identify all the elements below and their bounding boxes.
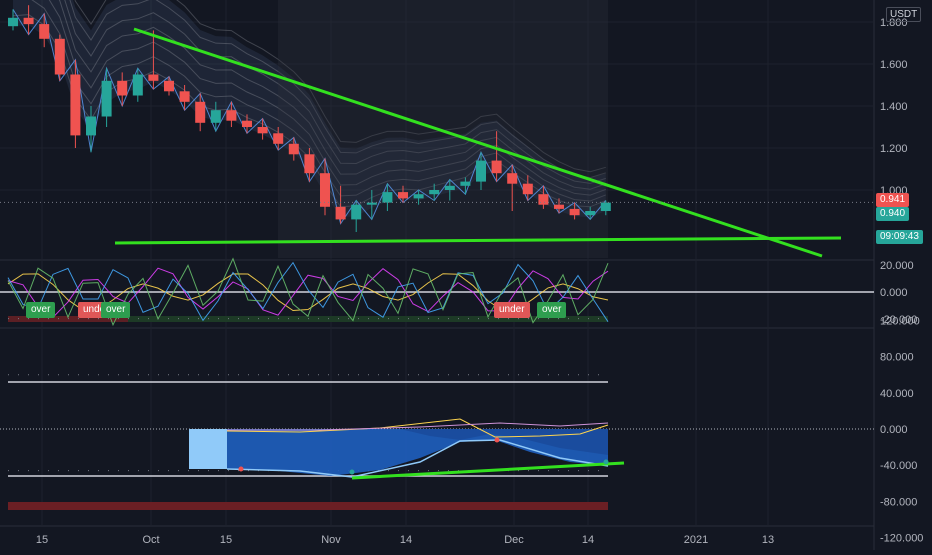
candle: [351, 204, 362, 220]
time-axis[interactable]: 15 Oct 15 Nov 14 Dec 14 2021 13: [36, 534, 774, 546]
band-line: [64, 0, 606, 184]
candle: [23, 17, 34, 25]
signal-badge-under: under: [494, 302, 530, 318]
osc-tick-label: -20.000: [880, 314, 917, 326]
osc-tick-label: 20.000: [880, 260, 914, 272]
candle: [257, 127, 268, 134]
oscillator-pane: [0, 257, 874, 327]
candle: [444, 185, 455, 190]
currency-label: USDT: [886, 7, 922, 22]
candle: [476, 160, 486, 182]
macd-area: [227, 429, 608, 476]
candle: [413, 194, 424, 199]
candle: [226, 110, 237, 121]
trendline-support: [114, 236, 842, 245]
price-tick-label: 1.600: [880, 59, 908, 71]
candle: [273, 133, 284, 144]
candle: [460, 181, 471, 186]
candle: [210, 110, 221, 123]
macd-tick-label: -40.000: [880, 460, 917, 472]
signal-badge-over: over: [101, 302, 131, 318]
candle: [117, 80, 128, 96]
candle: [569, 208, 580, 216]
candle: [554, 204, 564, 209]
macd-tick-label: -80.000: [880, 496, 917, 508]
candle: [600, 202, 611, 211]
trendlines[interactable]: [0, 27, 874, 258]
candle: [54, 38, 65, 75]
candle: [507, 173, 518, 184]
price-bands: [12, 0, 608, 258]
candle: [242, 120, 252, 127]
macd-marker: [603, 459, 609, 465]
trendline-descending: [133, 27, 823, 258]
osc-line: [7, 261, 609, 322]
candle: [538, 194, 549, 205]
candle: [304, 154, 315, 174]
price-badge: 0.941: [876, 193, 910, 208]
band-line: [31, 0, 606, 202]
macd-tick-label: 80.000: [880, 352, 914, 364]
countdown-badge: 09:09:43: [876, 230, 923, 244]
candle: [179, 91, 190, 102]
macd-line: [227, 422, 609, 431]
macd-highlight-box: [189, 429, 227, 469]
candle: [132, 74, 143, 96]
time-tick-label: Oct: [142, 534, 159, 546]
candles: [8, 5, 611, 232]
macd-tick-label: 40.000: [880, 388, 914, 400]
band-line: [58, 0, 606, 190]
macd-trendline: [351, 461, 625, 480]
macd-signal-line: [226, 418, 609, 438]
candle: [8, 17, 18, 27]
macd-tick-label: -120.000: [880, 533, 923, 545]
osc-tick-label: 0.000: [880, 287, 908, 299]
candle: [39, 24, 50, 39]
price-tick-label: 1.200: [880, 143, 908, 155]
time-tick-label: 15: [36, 534, 48, 546]
candle: [491, 160, 502, 174]
candle: [522, 183, 533, 195]
time-tick-label: Nov: [321, 534, 341, 546]
candle: [148, 74, 159, 81]
candle: [70, 74, 81, 136]
candle: [398, 192, 408, 199]
band-fill: [13, 0, 606, 218]
candle: [101, 80, 112, 117]
signal-badge-over: over: [26, 302, 56, 318]
candle: [86, 116, 96, 136]
time-tick-label: 2021: [684, 534, 708, 546]
candle: [164, 80, 174, 92]
candle: [320, 173, 330, 207]
price-badge: 0.940: [876, 206, 910, 221]
candle: [585, 211, 596, 216]
candle: [288, 143, 299, 155]
candle: [429, 190, 440, 195]
macd-marker: [238, 466, 244, 472]
macd-tick-label: 0.000: [880, 424, 908, 436]
candle: [195, 101, 206, 123]
time-tick-label: 14: [582, 534, 594, 546]
macd-hist-edge: [226, 439, 609, 478]
signal-badge-over: over: [537, 302, 567, 318]
price-axis[interactable]: 1.8001.6001.4001.2001.00020.0000.000-20.…: [880, 17, 923, 545]
candle: [335, 206, 346, 220]
macd-marker: [349, 469, 355, 475]
macd-bar-red: [8, 502, 608, 510]
candle: [382, 192, 393, 203]
macd-pane: [0, 318, 874, 510]
time-tick-label: Dec: [504, 534, 524, 546]
shaded-region: [278, 0, 608, 258]
macd-marker: [494, 437, 500, 443]
time-tick-label: 13: [762, 534, 774, 546]
macd-tick-label: 120.000: [880, 315, 920, 327]
time-tick-label: 15: [220, 534, 232, 546]
price-tick-label: 1.400: [880, 101, 908, 113]
candle: [366, 202, 377, 205]
band-line: [69, 0, 606, 179]
time-tick-label: 14: [400, 534, 412, 546]
